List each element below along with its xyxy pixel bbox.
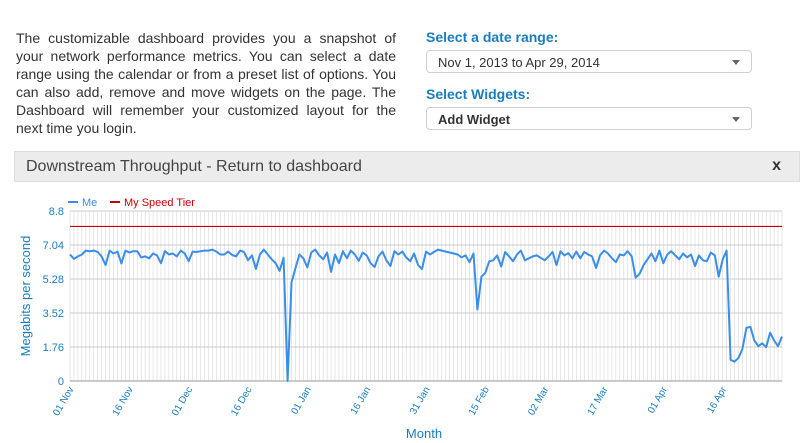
date-range-value: Nov 1, 2013 to Apr 29, 2014 (438, 55, 600, 70)
legend-me-label: Me (82, 197, 97, 209)
y-tick-label: 7.04 (43, 240, 64, 252)
y-tick-label: 3.52 (43, 308, 64, 320)
y-tick-label: 1.76 (43, 342, 64, 354)
caret-down-icon (732, 60, 740, 65)
x-tick-label: 16 Nov (111, 385, 136, 418)
add-widget-select[interactable]: Add Widget (426, 107, 752, 130)
x-tick-label: 01 Dec (170, 385, 195, 418)
x-tick-label: 31 Jan (408, 385, 433, 417)
x-tick-label: 16 Jan (349, 385, 374, 417)
date-range-label: Select a date range: (426, 29, 559, 45)
y-tick-label: 5.28 (43, 274, 64, 286)
caret-down-icon (732, 117, 740, 122)
me-throughput-line (69, 248, 783, 382)
y-axis-ticks: 0 1.76 3.52 5.28 7.04 8.8 (43, 206, 64, 388)
x-tick-label: 16 Dec (229, 385, 254, 418)
date-range-select[interactable]: Nov 1, 2013 to Apr 29, 2014 (426, 50, 752, 73)
x-tick-label: 16 Apr (705, 384, 729, 415)
chart-horizontal-grid (70, 210, 782, 382)
chart-legend: Me My Speed Tier (68, 197, 195, 209)
legend-tier-label: My Speed Tier (124, 197, 195, 209)
y-tick-label: 0 (58, 376, 64, 388)
panel-title-link[interactable]: Downstream Throughput - Return to dashbo… (26, 158, 362, 175)
dashboard-intro-text: The customizable dashboard provides you … (16, 30, 396, 136)
add-widget-value: Add Widget (438, 112, 511, 127)
close-icon[interactable]: x (772, 157, 781, 174)
y-axis-title: Megabits per second (18, 236, 33, 357)
y-tick-label: 8.8 (49, 206, 64, 218)
x-axis-title: Month (406, 426, 442, 441)
x-tick-label: 17 Mar (586, 384, 611, 417)
chart-series (69, 225, 783, 382)
widget-panel-header: Downstream Throughput - Return to dashbo… (14, 151, 800, 182)
widgets-label: Select Widgets: (426, 86, 531, 102)
throughput-chart: Me My Speed Tier 0 1.76 3.52 5.28 7.04 8.8 01 … (18, 197, 783, 441)
chart-vertical-grid (69, 211, 783, 381)
x-tick-label: 01 Nov (51, 385, 76, 418)
x-axis-ticks: 01 Nov 16 Nov 01 Dec 16 Dec 01 Jan 16 Jan 31 J… (51, 384, 729, 418)
x-tick-label: 01 Apr (646, 384, 670, 415)
x-tick-label: 15 Feb (467, 385, 492, 418)
x-tick-label: 02 Mar (526, 384, 551, 417)
x-tick-label: 01 Jan (289, 385, 314, 417)
